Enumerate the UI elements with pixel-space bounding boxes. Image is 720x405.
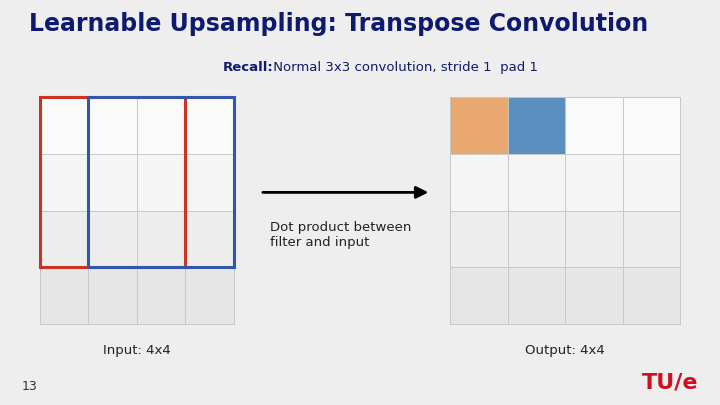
Bar	[40, 154, 89, 211]
Bar	[186, 211, 234, 267]
Bar	[623, 211, 680, 267]
Bar	[89, 97, 234, 267]
Bar	[565, 97, 623, 154]
Bar	[40, 97, 186, 267]
Text: Output: 4x4: Output: 4x4	[526, 344, 605, 357]
Bar	[508, 97, 565, 154]
Bar	[508, 154, 565, 211]
Bar	[89, 267, 137, 324]
Bar	[89, 211, 137, 267]
Bar	[623, 154, 680, 211]
Bar	[450, 267, 508, 324]
Bar	[450, 97, 508, 154]
Bar	[137, 267, 186, 324]
Text: Recall:: Recall:	[223, 61, 274, 74]
Bar	[508, 267, 565, 324]
Bar	[186, 97, 234, 154]
Bar	[508, 97, 565, 154]
Bar	[450, 97, 508, 154]
Text: Normal 3x3 convolution, stride 1  pad 1: Normal 3x3 convolution, stride 1 pad 1	[269, 61, 538, 74]
Bar	[623, 97, 680, 154]
Bar	[40, 211, 89, 267]
Text: Learnable Upsampling: Transpose Convolution: Learnable Upsampling: Transpose Convolut…	[29, 12, 648, 36]
Bar	[565, 154, 623, 211]
Bar	[89, 97, 137, 154]
Bar	[565, 267, 623, 324]
Bar	[450, 211, 508, 267]
Bar	[137, 211, 186, 267]
Bar	[137, 97, 186, 154]
Bar	[450, 154, 508, 211]
Bar	[623, 267, 680, 324]
Text: Input: 4x4: Input: 4x4	[103, 344, 171, 357]
Bar	[137, 154, 186, 211]
Bar	[40, 267, 89, 324]
Text: TU/e: TU/e	[642, 373, 698, 393]
Bar	[508, 211, 565, 267]
Bar	[565, 211, 623, 267]
Text: 13: 13	[22, 380, 37, 393]
Text: Dot product between
filter and input: Dot product between filter and input	[270, 221, 411, 249]
Bar	[40, 97, 89, 154]
Bar	[186, 267, 234, 324]
Bar	[89, 154, 137, 211]
Bar	[186, 154, 234, 211]
